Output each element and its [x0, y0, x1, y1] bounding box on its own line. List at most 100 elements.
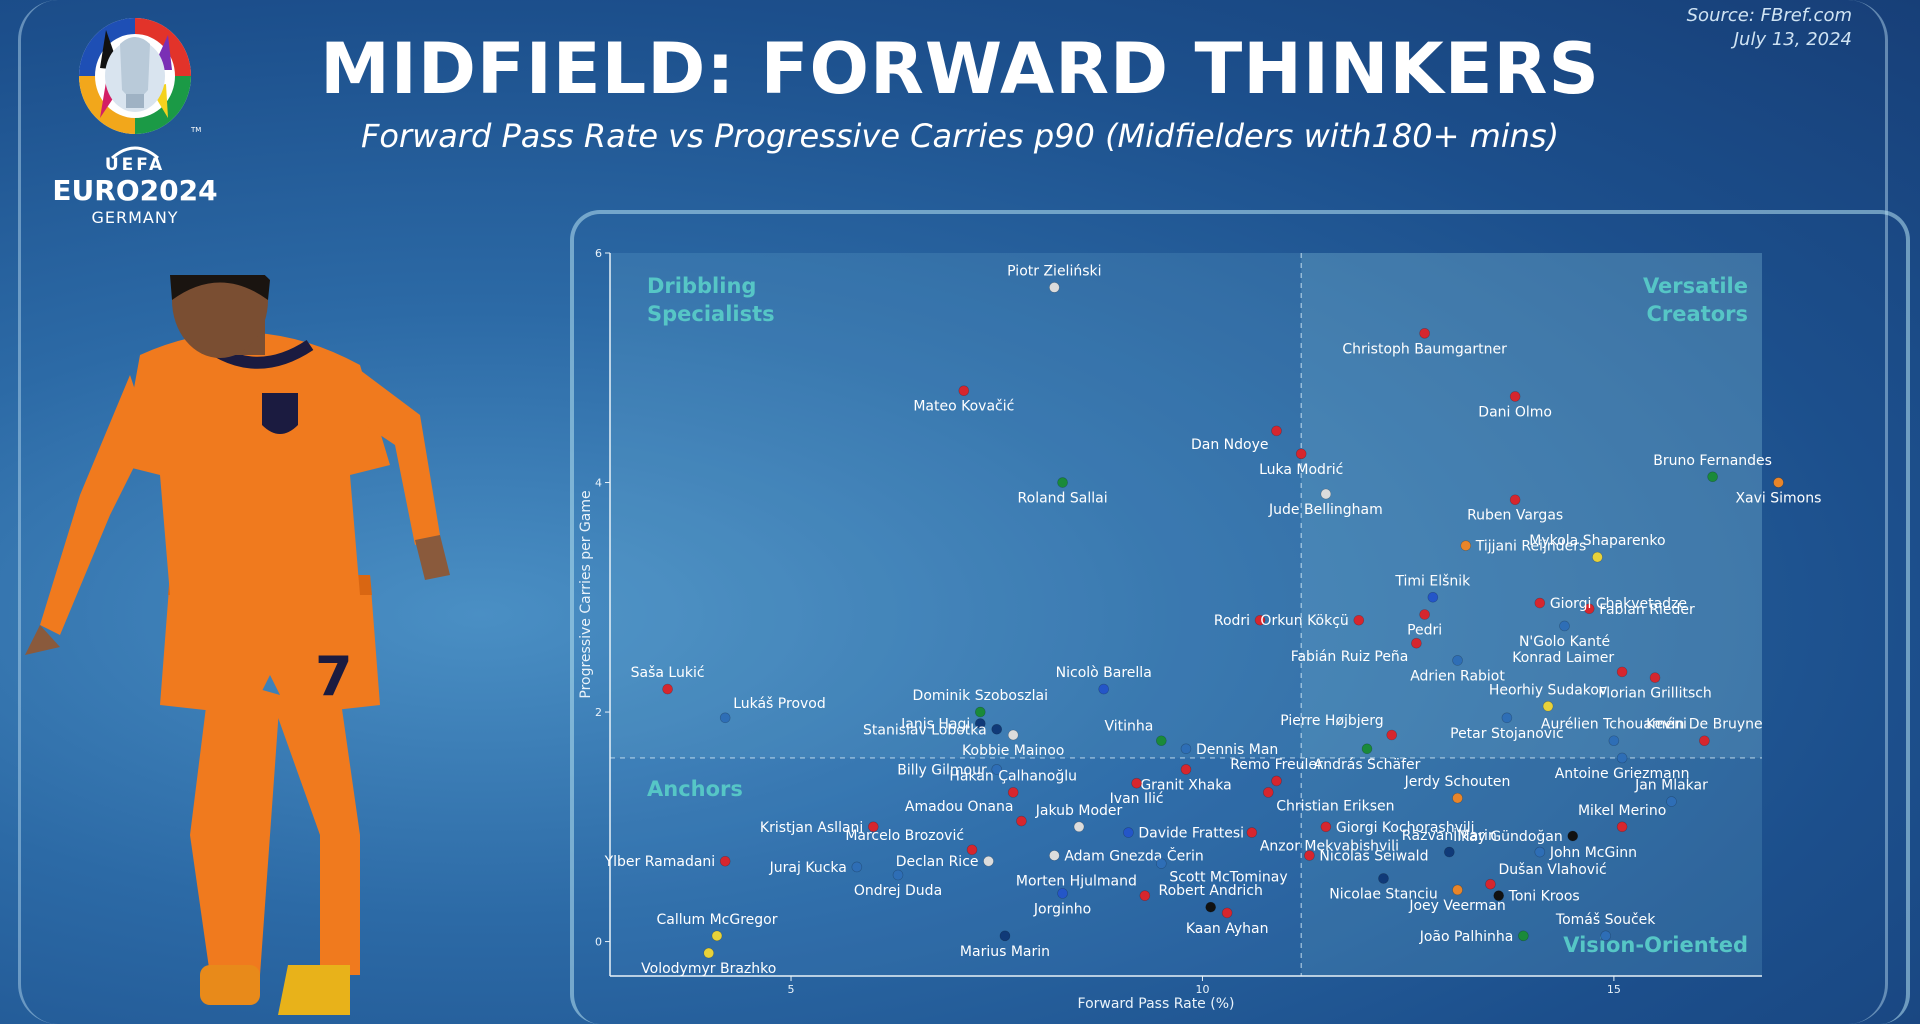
data-point[interactable] — [1271, 775, 1282, 787]
data-point[interactable] — [868, 821, 879, 833]
data-point[interactable] — [1518, 930, 1529, 942]
data-point[interactable] — [1567, 830, 1579, 842]
data-point[interactable] — [1049, 282, 1060, 293]
data-point[interactable] — [1057, 477, 1068, 488]
data-point[interactable] — [1007, 787, 1019, 798]
data-point[interactable] — [1419, 328, 1430, 339]
data-point[interactable] — [1616, 752, 1628, 764]
data-point[interactable] — [892, 869, 904, 881]
data-point[interactable] — [1501, 712, 1513, 724]
data-point[interactable] — [1353, 614, 1365, 626]
data-point[interactable] — [1320, 821, 1332, 833]
data-point[interactable] — [662, 683, 673, 695]
y-tick-label: 4 — [595, 477, 602, 490]
data-point[interactable] — [851, 861, 863, 873]
data-point[interactable] — [1254, 614, 1266, 626]
data-point[interactable] — [1427, 591, 1439, 603]
data-point[interactable] — [1542, 701, 1554, 712]
data-point[interactable] — [1509, 391, 1521, 402]
data-point[interactable] — [1649, 672, 1661, 683]
data-point[interactable] — [983, 855, 994, 867]
data-point-label: Giorgi Kochorashvili — [1336, 820, 1475, 836]
data-point[interactable] — [1156, 858, 1167, 869]
data-point-label: Kaan Ayhan — [1186, 921, 1269, 937]
data-point[interactable] — [1452, 655, 1463, 666]
data-point[interactable] — [1444, 846, 1455, 858]
data-point[interactable] — [999, 930, 1011, 942]
data-point[interactable] — [1773, 477, 1784, 488]
x-tick-label: 15 — [1607, 983, 1621, 996]
data-point[interactable] — [1534, 846, 1546, 858]
data-point[interactable] — [1699, 735, 1710, 747]
data-point[interactable] — [991, 723, 1003, 735]
data-point[interactable] — [1583, 603, 1595, 615]
data-point[interactable] — [1485, 878, 1496, 890]
data-point[interactable] — [1666, 796, 1677, 807]
data-point[interactable] — [1592, 551, 1603, 563]
data-point-label: Scott McTominay — [1169, 870, 1287, 886]
data-point[interactable] — [974, 718, 986, 729]
data-point-label: Bruno Fernandes — [1653, 453, 1772, 469]
data-point-label: Remo Freuler — [1230, 757, 1323, 773]
data-point-label: Fabián Ruiz Peña — [1291, 649, 1409, 665]
data-point[interactable] — [1073, 821, 1085, 833]
data-point[interactable] — [1616, 821, 1628, 833]
data-point[interactable] — [1221, 907, 1233, 919]
data-point[interactable] — [1419, 609, 1430, 620]
data-point[interactable] — [711, 930, 723, 942]
data-point[interactable] — [1246, 827, 1258, 838]
data-point[interactable] — [1452, 792, 1463, 804]
data-point-label: Joey Veerman — [1408, 898, 1505, 914]
data-point[interactable] — [1493, 890, 1504, 901]
data-point[interactable] — [1559, 620, 1570, 632]
data-point[interactable] — [1295, 448, 1307, 460]
data-point[interactable] — [1016, 815, 1027, 827]
data-point[interactable] — [1452, 884, 1463, 896]
data-point[interactable] — [719, 855, 731, 867]
data-point-label: Marius Marin — [960, 944, 1050, 960]
data-point[interactable] — [974, 706, 986, 718]
data-point[interactable] — [1098, 683, 1110, 695]
data-point[interactable] — [1007, 729, 1019, 741]
data-point[interactable] — [1600, 930, 1611, 942]
data-point[interactable] — [1460, 540, 1472, 551]
data-point[interactable] — [1271, 425, 1282, 437]
data-point[interactable] — [1320, 488, 1332, 500]
chart-panel — [570, 210, 1910, 1024]
data-point[interactable] — [1057, 888, 1068, 899]
data-point[interactable] — [1411, 637, 1422, 649]
data-point[interactable] — [1180, 764, 1192, 775]
data-point[interactable] — [719, 712, 731, 724]
data-point[interactable] — [1156, 735, 1167, 747]
data-point[interactable] — [1386, 729, 1398, 741]
data-point-label: Rodri — [1214, 613, 1250, 629]
data-point[interactable] — [1131, 777, 1142, 789]
quadrant-label-vision-oriented: Vision-Oriented — [1563, 933, 1748, 957]
data-point[interactable] — [1509, 494, 1521, 506]
data-point-label: Petar Stojanović — [1450, 726, 1564, 742]
data-point[interactable] — [1361, 743, 1373, 755]
data-point[interactable] — [1139, 890, 1151, 901]
data-point[interactable] — [1262, 787, 1274, 798]
data-point[interactable] — [1378, 873, 1389, 884]
data-point[interactable] — [1180, 743, 1192, 755]
data-point[interactable] — [1707, 471, 1718, 483]
data-point-label: Giorgi Chakvetadze — [1550, 596, 1687, 612]
data-point[interactable] — [1534, 597, 1546, 609]
data-point[interactable] — [703, 947, 715, 959]
data-point-label: Aurélien Tchouaméni — [1541, 717, 1687, 733]
data-point-label: Jakub Moder — [1035, 803, 1123, 819]
data-point[interactable] — [1049, 850, 1060, 861]
data-point[interactable] — [991, 764, 1003, 775]
data-point[interactable] — [966, 844, 978, 856]
data-point[interactable] — [1616, 666, 1628, 678]
data-point-label: İlkay Gündoğan — [1453, 827, 1563, 845]
euro2024-logo: TM UEFA EURO2024 GERMANY — [52, 18, 218, 227]
data-point[interactable] — [1123, 827, 1134, 838]
data-point[interactable] — [1205, 901, 1216, 913]
trophy-ring — [79, 18, 191, 134]
data-point[interactable] — [958, 385, 970, 397]
data-point[interactable] — [1608, 735, 1620, 747]
data-point[interactable] — [1304, 850, 1315, 861]
data-point-label: John McGinn — [1549, 845, 1637, 861]
